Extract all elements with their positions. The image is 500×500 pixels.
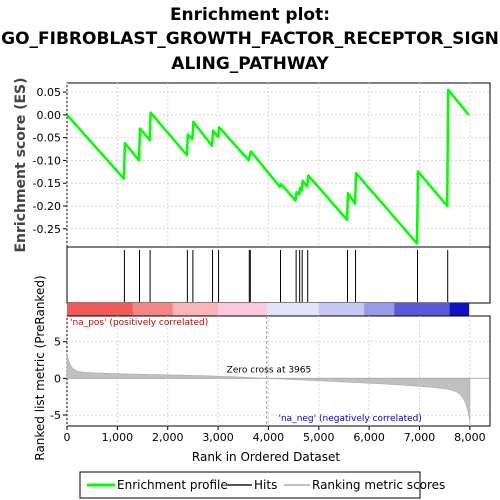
- ranking-colorbar: [67, 303, 490, 317]
- ranking-y-tick-label: 0: [54, 372, 61, 385]
- ranking-y-tick-label: 5: [54, 336, 61, 349]
- es-y-tick-label: 0.00: [37, 109, 62, 122]
- es-y-tick-label: -0.10: [33, 154, 61, 167]
- x-tick-label: 1,000: [102, 431, 134, 444]
- legend-profile-label: Enrichment profile: [117, 478, 228, 492]
- x-tick-label: 5,000: [303, 431, 335, 444]
- x-axis-label: Rank in Ordered Dataset: [192, 450, 340, 464]
- ranking-plot-area: [66, 315, 491, 427]
- es-y-tick-label: 0.05: [37, 86, 62, 99]
- x-tick-label: 6,000: [353, 431, 385, 444]
- colorbar-segment: [394, 303, 451, 316]
- legend: Enrichment profile Hits Ranking metric s…: [79, 471, 445, 499]
- x-tick-label: 0: [64, 431, 71, 444]
- ranking-y-tick-label: -5: [50, 409, 61, 422]
- enrichment-profile-line: [66, 88, 470, 245]
- x-tick-label: 4,000: [253, 431, 285, 444]
- title-line-3: ALING_PATHWAY: [171, 54, 329, 74]
- x-tick-label: 7,000: [404, 431, 436, 444]
- x-tick-label: 3,000: [202, 431, 234, 444]
- colorbar-segment: [218, 303, 267, 316]
- colorbar-segment: [449, 303, 470, 316]
- es-panel: 0.05 0.00 -0.05 -0.10 -0.15 -0.20 -0.25: [33, 82, 491, 248]
- x-tick-label: 2,000: [152, 431, 184, 444]
- title-line-1: Enrichment plot:: [170, 5, 330, 25]
- hits-area: [66, 246, 491, 304]
- zero-cross-label: Zero cross at 3965: [227, 365, 312, 375]
- legend-ranking-label: Ranking metric scores: [312, 478, 445, 492]
- colorbar-segment: [318, 303, 365, 316]
- title-line-2: GO_FIBROBLAST_GROWTH_FACTOR_RECEPTOR_SIG…: [1, 29, 499, 49]
- ranking-y-axis-label: Ranked list metric (PreRanked): [33, 275, 47, 460]
- es-y-tick-label: -0.15: [33, 177, 61, 190]
- x-tick-label: 8,000: [454, 431, 486, 444]
- es-y-tick-label: -0.25: [33, 223, 61, 236]
- legend-hits-label: Hits: [254, 478, 277, 492]
- negative-correlation-label: 'na_neg' (negatively correlated): [279, 414, 422, 424]
- es-y-tick-label: -0.05: [33, 132, 61, 145]
- colorbar-segment: [364, 303, 395, 316]
- es-plot-area: [66, 82, 491, 248]
- colorbar-segment: [67, 303, 133, 316]
- colorbar-segment: [172, 303, 219, 316]
- colorbar-segment: [132, 303, 174, 316]
- es-y-axis-label: Enrichment score (ES): [13, 77, 29, 252]
- hits-panel: [66, 246, 491, 304]
- colorbar-segment: [266, 303, 320, 316]
- es-y-tick-label: -0.20: [33, 200, 61, 213]
- positive-correlation-label: 'na_pos' (positively correlated): [70, 318, 208, 328]
